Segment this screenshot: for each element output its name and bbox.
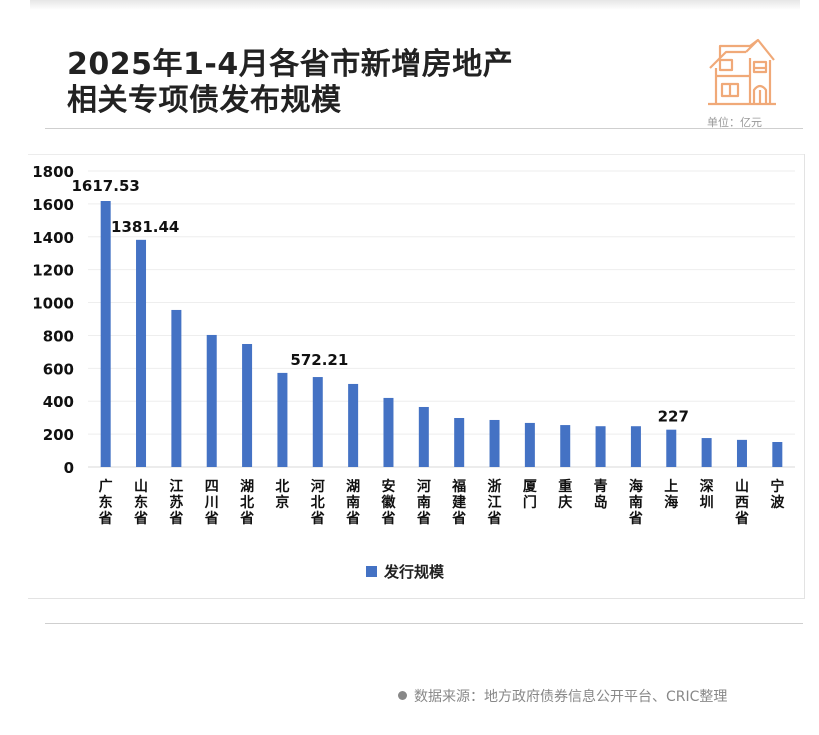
data-labels: 1617.53 1381.44 572.21 227 (72, 177, 689, 426)
x-tick-label: 安徽省 (380, 478, 396, 527)
bar (772, 442, 783, 467)
data-label: 572.21 (290, 351, 348, 369)
bar (736, 439, 747, 467)
x-tick-label: 山西省 (734, 479, 749, 527)
unit-label: 单位：亿元 (707, 116, 762, 129)
x-tick-label: 河北省 (310, 478, 325, 527)
y-tick-label: 400 (43, 393, 74, 411)
bar (666, 429, 677, 467)
x-tick-label: 山东省 (133, 479, 148, 527)
bar (100, 201, 111, 468)
x-tick-label: 福建省 (451, 478, 466, 527)
x-tick-label: 广东省 (98, 478, 113, 527)
legend: 发行规模 (366, 563, 445, 581)
source-text: 数据来源：地方政府债券信息公开平台、CRIC整理 (414, 689, 728, 705)
bar (418, 406, 429, 467)
x-tick-label: 江苏省 (168, 478, 183, 527)
y-tick-label: 1200 (32, 262, 74, 280)
x-tick-label: 湖南省 (345, 479, 360, 527)
x-tick-label: 浙江省 (487, 478, 502, 527)
y-tick-label: 1800 (32, 163, 74, 181)
title-line-1: 2025年1-4月各省市新增房地产 (67, 47, 514, 82)
title-line-2: 相关专项债发布规模 (67, 83, 342, 118)
x-tick-label: 湖北省 (239, 479, 254, 527)
legend-label: 发行规模 (383, 563, 445, 581)
bar (242, 343, 253, 467)
bar (383, 397, 394, 467)
chart-frame (28, 154, 805, 599)
bullet-icon (398, 691, 407, 700)
page-title: 2025年1-4月各省市新增房地产 相关专项债发布规模 (67, 47, 513, 119)
bars (100, 201, 783, 468)
data-label: 1617.53 (72, 177, 140, 195)
top-shadow (30, 0, 800, 10)
gridlines (88, 170, 795, 468)
y-axis-ticks: 0 200 400 600 800 1000 1200 1400 1600 1800 (32, 163, 74, 477)
x-tick-label: 重庆 (558, 478, 572, 511)
bar (701, 438, 712, 467)
y-tick-label: 800 (43, 327, 74, 345)
legend-swatch (366, 566, 377, 577)
y-tick-label: 1000 (32, 295, 74, 313)
x-tick-label: 深圳 (700, 478, 714, 511)
y-tick-label: 0 (64, 459, 74, 477)
x-tick-label: 海南省 (628, 478, 643, 527)
footer-divider (45, 623, 803, 624)
bar (489, 419, 500, 467)
x-tick-label: 宁波 (770, 478, 785, 511)
x-tick-label: 上海 (664, 479, 678, 511)
house-icon (708, 38, 776, 106)
bar (454, 417, 465, 467)
bar (206, 334, 217, 467)
y-tick-label: 200 (43, 426, 74, 444)
chart-frame-top (28, 154, 804, 155)
x-tick-label: 北京 (275, 479, 289, 511)
data-label: 1381.44 (111, 218, 179, 236)
y-tick-label: 1400 (32, 229, 74, 247)
bar (136, 239, 147, 467)
header-divider (45, 128, 803, 129)
x-tick-label: 河南省 (416, 478, 431, 527)
bar (171, 309, 182, 467)
bar (348, 383, 359, 467)
source-note: 数据来源：地方政府债券信息公开平台、CRIC整理 (398, 686, 727, 706)
bar (595, 426, 606, 467)
x-tick-label: 青岛 (594, 478, 608, 511)
bar (524, 422, 535, 467)
y-tick-label: 600 (43, 360, 74, 378)
x-axis-ticks: 广东省 山东省 江苏省 四川省 湖北省 北京 河北省 湖南省 安徽省 河南省 福建省 浙江省 厦门重庆青… (98, 478, 786, 527)
y-tick-label: 1600 (32, 196, 74, 214)
x-tick-label: 厦门 (523, 479, 538, 511)
bar (312, 377, 323, 467)
data-label: 227 (658, 408, 689, 426)
bar (560, 425, 571, 467)
x-tick-label: 四川省 (204, 479, 219, 527)
bar (277, 372, 288, 467)
bar (630, 426, 641, 467)
